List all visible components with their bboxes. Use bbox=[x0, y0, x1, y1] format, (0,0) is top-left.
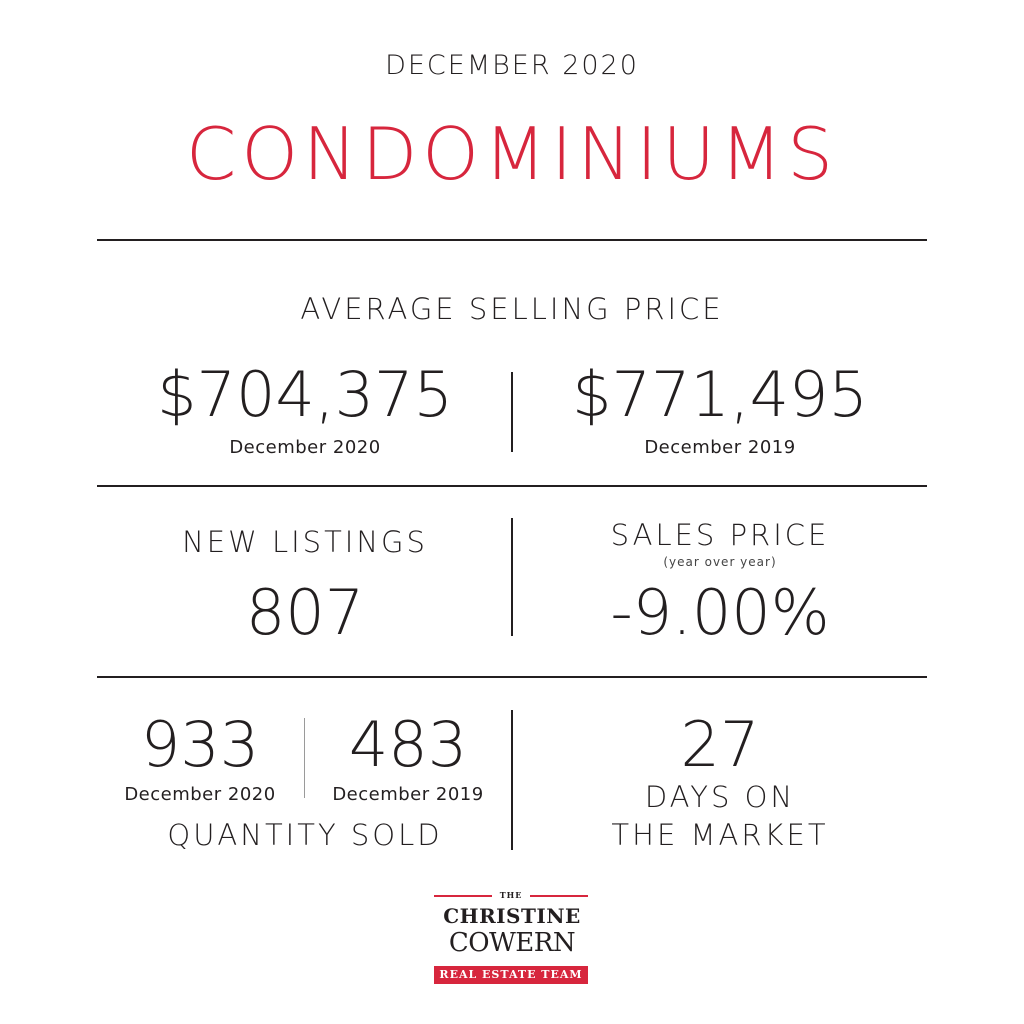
avg-price-previous-caption: December 2019 bbox=[644, 437, 796, 458]
page-title: CONDOMINIUMS bbox=[186, 112, 838, 196]
sales-price-sublabel: (year over year) bbox=[663, 555, 777, 569]
divider-avg-price bbox=[511, 372, 513, 452]
days-on-market-label-line2: THE MARKET bbox=[611, 818, 829, 852]
brand-logo: THE CHRISTINE COWERN REAL ESTATE TEAM bbox=[432, 890, 592, 990]
days-on-market-label-line1: DAYS ON bbox=[644, 780, 796, 814]
logo-the: THE bbox=[499, 890, 523, 900]
avg-price-current-caption: December 2020 bbox=[229, 437, 381, 458]
quantity-sold-current-value: 933 bbox=[140, 708, 260, 781]
divider-bottom bbox=[97, 676, 927, 678]
logo-name-line1: CHRISTINE bbox=[443, 904, 581, 928]
sales-price-label: SALES PRICE bbox=[610, 518, 830, 552]
logo-name-line2: COWERN bbox=[448, 928, 576, 958]
divider-days bbox=[511, 710, 513, 850]
days-on-market-value: 27 bbox=[680, 708, 760, 781]
quantity-sold-previous-caption: December 2019 bbox=[332, 784, 484, 805]
sales-price-value: -9.00% bbox=[610, 576, 830, 649]
quantity-sold-previous-value: 483 bbox=[348, 708, 468, 781]
quantity-sold-current-caption: December 2020 bbox=[124, 784, 276, 805]
quantity-sold-label: QUANTITY SOLD bbox=[167, 818, 443, 852]
divider-top bbox=[97, 239, 927, 241]
avg-price-current-value: $704,375 bbox=[157, 358, 453, 431]
new-listings-value: 807 bbox=[245, 576, 365, 649]
divider-middle bbox=[97, 485, 927, 487]
new-listings-label: NEW LISTINGS bbox=[182, 525, 428, 559]
logo-rule-left bbox=[434, 895, 492, 897]
avg-price-previous-value: $771,495 bbox=[572, 358, 868, 431]
period-heading: DECEMBER 2020 bbox=[385, 50, 639, 81]
logo-rule-right bbox=[530, 895, 588, 897]
divider-listings bbox=[511, 518, 513, 636]
average-selling-price-label: AVERAGE SELLING PRICE bbox=[300, 292, 724, 326]
logo-tagline: REAL ESTATE TEAM bbox=[434, 966, 588, 984]
divider-quantity-sold bbox=[304, 718, 305, 798]
